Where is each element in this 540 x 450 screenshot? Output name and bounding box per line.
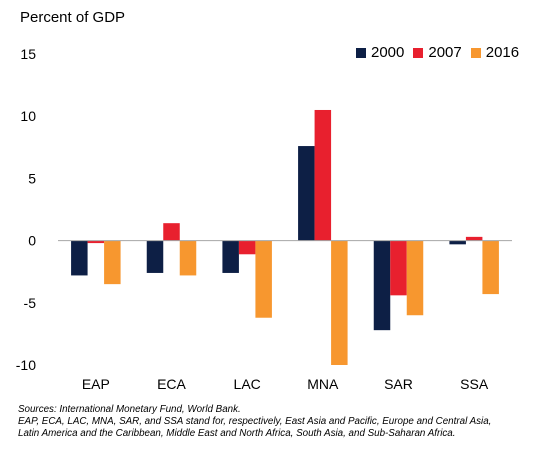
bar-eca-2016 xyxy=(179,240,197,276)
legend-label-2016: 2016 xyxy=(485,44,520,61)
legend-item-2000: 2000 xyxy=(356,44,404,61)
y-axis-unit-label: Percent of GDP xyxy=(20,9,126,26)
legend-swatch-2007 xyxy=(413,47,424,58)
legend-item-2016: 2016 xyxy=(470,44,520,61)
bar-lac-2016 xyxy=(255,240,272,318)
legend: 2000 2007 2016 xyxy=(356,44,519,61)
bar-eap-2016 xyxy=(104,240,121,285)
bar-sar-2007 xyxy=(390,240,407,296)
chart-notes: Sources: International Monetary Fund, Wo… xyxy=(18,404,533,441)
y-tick-label: -10 xyxy=(16,357,36,373)
bar-mna-2000 xyxy=(298,146,315,241)
x-tick-label: LAC xyxy=(234,376,261,392)
legend-label-2000: 2000 xyxy=(371,44,405,61)
legend-item-2007: 2007 xyxy=(413,44,462,61)
bar-ssa-2016 xyxy=(482,240,499,295)
bar-sar-2016 xyxy=(406,240,424,316)
legend-swatch-2016 xyxy=(470,47,481,58)
bar-sar-2000 xyxy=(373,240,391,331)
x-tick-label: MNA xyxy=(307,376,339,392)
legend-label-2007: 2007 xyxy=(428,44,462,61)
y-tick-label: 5 xyxy=(28,170,36,186)
y-tick-label: -5 xyxy=(24,295,37,311)
abbreviations-note-line-1: EAP, ECA, LAC, MNA, SAR, and SSA stand f… xyxy=(18,416,492,428)
abbreviations-note-line-2: Latin America and the Caribbean, Middle … xyxy=(18,428,456,440)
bar-lac-2007 xyxy=(238,240,256,255)
bar-eca-2007 xyxy=(163,223,180,241)
bar-eap-2000 xyxy=(71,240,88,276)
x-tick-label: EAP xyxy=(82,376,110,392)
bar-ssa-2000 xyxy=(449,240,466,245)
bar-lac-2000 xyxy=(222,240,239,273)
bar-mna-2007 xyxy=(314,109,332,241)
x-tick-label: SAR xyxy=(384,376,413,392)
y-tick-label: 0 xyxy=(28,233,36,249)
y-tick-label: 10 xyxy=(20,108,36,124)
bar-mna-2016 xyxy=(331,240,348,365)
legend-swatch-2000 xyxy=(356,47,366,58)
bar-eap-2007 xyxy=(87,240,105,244)
x-tick-label: SSA xyxy=(460,376,489,392)
bar-ssa-2007 xyxy=(465,236,483,241)
y-tick-label: 15 xyxy=(20,46,36,62)
sources-note: Sources: International Monetary Fund, Wo… xyxy=(18,404,241,415)
bar-eca-2000 xyxy=(146,240,164,273)
x-tick-label: ECA xyxy=(157,376,186,392)
